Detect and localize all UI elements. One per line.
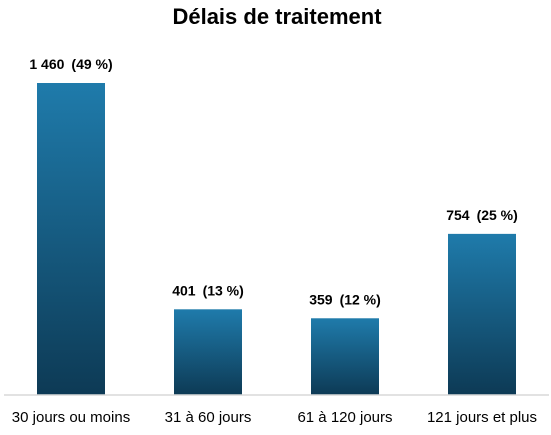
bars-layer	[37, 83, 516, 395]
data-label-percent: (12 %)	[340, 291, 381, 307]
data-label-1: 1 460 (49 %)	[29, 56, 112, 72]
bar-3	[311, 318, 379, 395]
chart-title: Délais de traitement	[172, 4, 382, 29]
bar-1	[37, 83, 105, 395]
bar-4	[448, 233, 516, 395]
data-label-value: 401	[172, 282, 196, 298]
labels-layer: 1 460 (49 %) 30 jours ou moins 401 (13 %) 31 …	[12, 56, 537, 426]
category-label-1: 30 jours ou moins	[12, 409, 130, 426]
category-label-3: 61 à 120 jours	[297, 409, 392, 426]
data-label-value: 1 460	[29, 56, 64, 72]
data-label-2: 401 (13 %)	[172, 282, 244, 298]
data-label-percent: (49 %)	[71, 56, 112, 72]
category-label-4: 121 jours et plus	[427, 409, 537, 426]
data-label-4: 754 (25 %)	[446, 207, 518, 223]
category-label-2: 31 à 60 jours	[165, 409, 252, 426]
data-label-percent: (25 %)	[477, 207, 518, 223]
data-label-value: 754	[446, 207, 470, 223]
bar-2	[174, 309, 242, 395]
data-label-percent: (13 %)	[203, 282, 244, 298]
data-label-value: 359	[309, 291, 333, 307]
data-label-3: 359 (12 %)	[309, 291, 381, 307]
